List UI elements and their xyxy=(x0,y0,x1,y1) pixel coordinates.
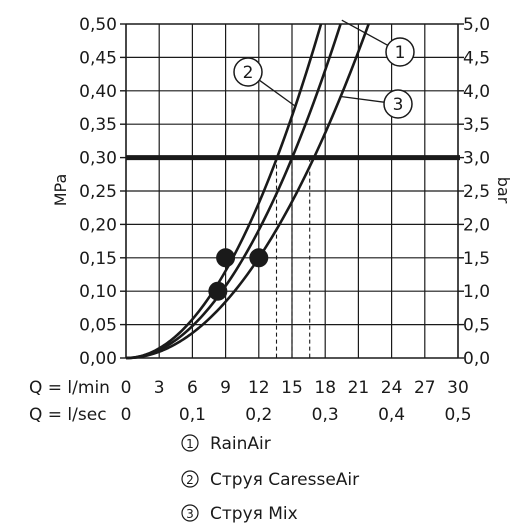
x2-tick-label: 0,4 xyxy=(378,405,405,425)
x-tick-label: 6 xyxy=(187,378,198,398)
x-tick-label: 27 xyxy=(414,378,436,398)
y-axis-label-mpa: MPa xyxy=(51,174,70,207)
legend-label: Струя Mix xyxy=(210,504,298,524)
curve-label-number: 2 xyxy=(243,63,254,83)
x-tick-label: 3 xyxy=(154,378,165,398)
operating-point-3 xyxy=(249,248,269,268)
y-tick-label: 0,10 xyxy=(79,282,117,302)
y2-tick-label: 0,0 xyxy=(463,349,490,369)
y2-tick-label: 3,0 xyxy=(463,149,490,169)
curve-label-leader xyxy=(340,95,385,103)
y-tick-label: 0,40 xyxy=(79,82,117,102)
y-tick-label: 0,30 xyxy=(79,149,117,169)
legend: 1 RainAir 2 Струя CaresseAir 3 Струя Mix xyxy=(181,434,359,524)
curves xyxy=(125,23,370,360)
curve-label-circle xyxy=(385,37,415,67)
y2-tick-label: 1,0 xyxy=(463,282,490,302)
y2-axis-label-bar: bar xyxy=(494,177,513,204)
curve-label-number: 3 xyxy=(393,95,404,115)
y-tick-label: 0,50 xyxy=(79,15,117,35)
y2-tick-label: 4,0 xyxy=(463,82,490,102)
operating-point-2 xyxy=(208,281,228,301)
x-tick-label: 0 xyxy=(121,378,132,398)
x-tick-label: 12 xyxy=(248,378,270,398)
y-tick-label: 0,45 xyxy=(79,48,117,68)
tick-labels: 0,000,050,100,150,200,250,300,350,400,45… xyxy=(79,15,490,425)
legend-marker-circle xyxy=(181,470,199,488)
x-tick-label: 30 xyxy=(447,378,469,398)
curve-1 xyxy=(125,23,342,360)
legend-label: Струя CaresseAir xyxy=(210,470,359,490)
curve-label-number: 1 xyxy=(395,43,406,63)
curve-2 xyxy=(125,23,323,360)
curve-label-circle xyxy=(233,57,263,87)
legend-marker-circle xyxy=(181,434,199,452)
curve-3 xyxy=(125,23,370,360)
y2-tick-label: 4,5 xyxy=(463,48,490,68)
x2-tick-label: 0,5 xyxy=(444,405,471,425)
legend-marker-circle xyxy=(181,504,199,522)
curve-label-circle xyxy=(383,89,413,119)
y-tick-label: 0,25 xyxy=(79,182,117,202)
y2-tick-label: 5,0 xyxy=(463,15,490,35)
y2-tick-label: 1,5 xyxy=(463,249,490,269)
legend-item-caresseair: 2 Струя CaresseAir xyxy=(181,470,359,490)
y-tick-label: 0,15 xyxy=(79,249,117,269)
x-axis-label-lmin: Q = l/min xyxy=(29,378,110,398)
y-tick-label: 0,20 xyxy=(79,215,117,235)
y2-tick-label: 3,5 xyxy=(463,115,490,135)
legend-marker-number: 3 xyxy=(186,507,194,521)
y-tick-label: 0,05 xyxy=(79,316,117,336)
curve-label-leader xyxy=(341,19,389,46)
y-tick-label: 0,00 xyxy=(79,349,117,369)
x-tick-label: 21 xyxy=(348,378,370,398)
x-tick-label: 24 xyxy=(381,378,403,398)
x2-tick-label: 0 xyxy=(121,405,132,425)
x2-tick-label: 0,1 xyxy=(179,405,206,425)
x2-tick-label: 0,3 xyxy=(312,405,339,425)
x2-tick-label: 0,2 xyxy=(245,405,272,425)
x2-axis-label-lsec: Q = l/sec xyxy=(29,405,107,425)
legend-item-rainair: 1 RainAir xyxy=(181,434,271,454)
curve-label-leader xyxy=(258,79,296,107)
legend-marker-number: 1 xyxy=(186,437,194,451)
curve-labels: 1 2 3 xyxy=(233,19,415,119)
y2-tick-label: 2,5 xyxy=(463,182,490,202)
x-tick-label: 18 xyxy=(314,378,336,398)
x-tick-label: 9 xyxy=(220,378,231,398)
x-tick-label: 15 xyxy=(281,378,303,398)
operating-points xyxy=(208,248,269,301)
legend-item-mix: 3 Струя Mix xyxy=(181,504,298,524)
legend-marker-number: 2 xyxy=(186,473,194,487)
y2-tick-label: 2,0 xyxy=(463,215,490,235)
y2-tick-label: 0,5 xyxy=(463,316,490,336)
y-tick-label: 0,35 xyxy=(79,115,117,135)
operating-point-1 xyxy=(216,248,236,268)
legend-label: RainAir xyxy=(210,434,271,454)
